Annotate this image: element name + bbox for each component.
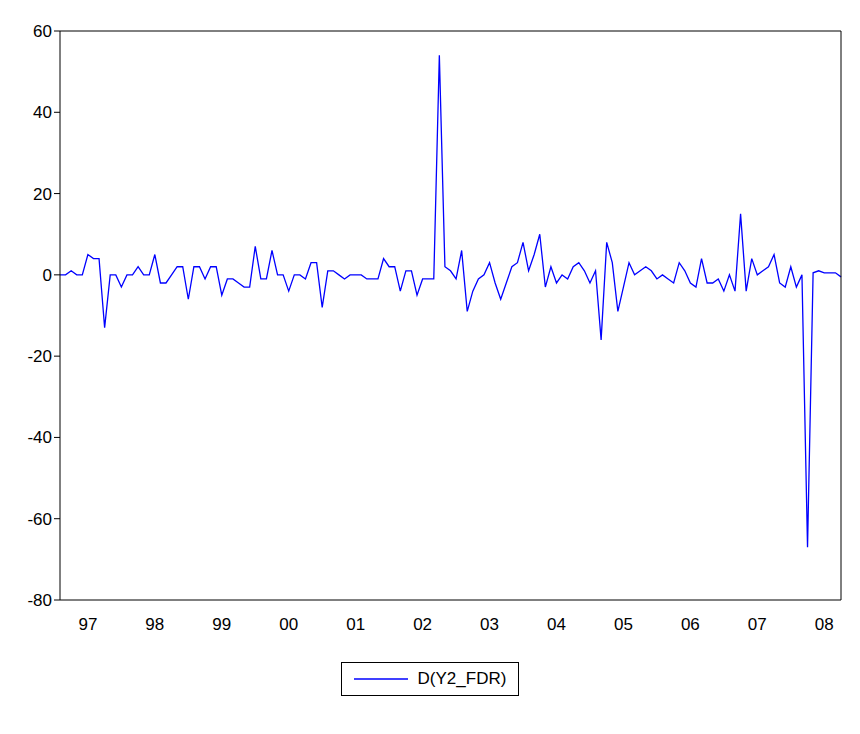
svg-text:01: 01 xyxy=(346,615,365,634)
svg-text:08: 08 xyxy=(815,615,834,634)
svg-text:20: 20 xyxy=(33,185,52,204)
svg-text:03: 03 xyxy=(480,615,499,634)
svg-text:98: 98 xyxy=(145,615,164,634)
svg-text:-80: -80 xyxy=(27,591,52,610)
svg-text:40: 40 xyxy=(33,103,52,122)
svg-text:05: 05 xyxy=(614,615,633,634)
html-text:D(Y2_FDR): D(Y2_FDR) xyxy=(417,669,507,688)
svg-text:0: 0 xyxy=(43,266,52,285)
svg-text:02: 02 xyxy=(413,615,432,634)
svg-text:-60: -60 xyxy=(27,510,52,529)
svg-text:-20: -20 xyxy=(27,347,52,366)
svg-text:60: 60 xyxy=(33,22,52,41)
svg-text:06: 06 xyxy=(681,615,700,634)
svg-text:97: 97 xyxy=(78,615,97,634)
svg-text:04: 04 xyxy=(547,615,566,634)
svg-text:07: 07 xyxy=(748,615,767,634)
svg-text:-40: -40 xyxy=(27,428,52,447)
svg-text:99: 99 xyxy=(212,615,231,634)
svg-text:00: 00 xyxy=(279,615,298,634)
